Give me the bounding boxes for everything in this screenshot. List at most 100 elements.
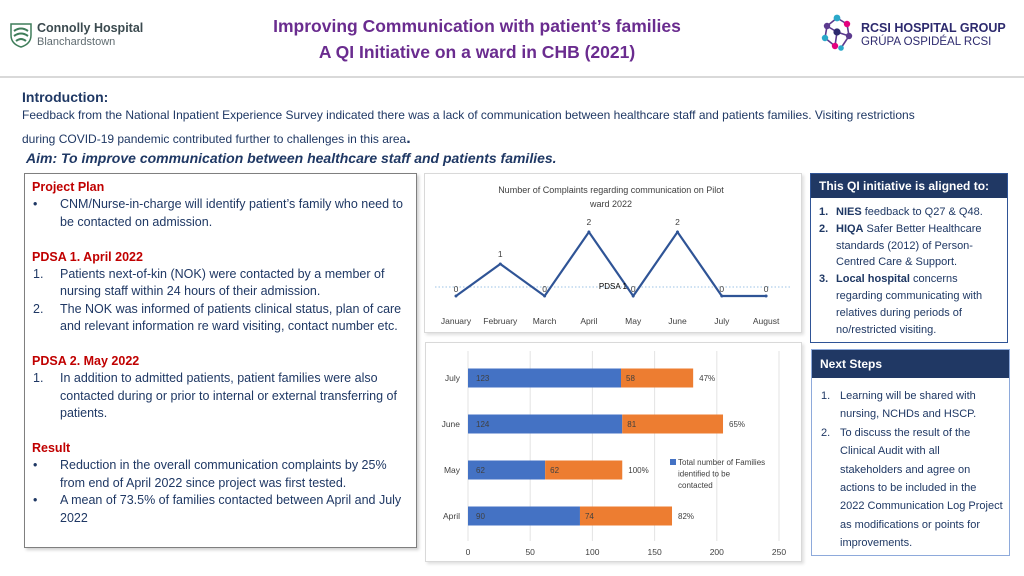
list-item-text: In addition to admitted patients, patien… <box>60 371 397 421</box>
alignment-panel: This QI initiative is aligned to: 1. NIE… <box>810 173 1008 343</box>
introduction-text-line2-period: . <box>406 130 411 147</box>
x-tick-label: 200 <box>710 547 724 557</box>
pdsa2-heading: PDSA 2. May 2022 <box>32 354 140 369</box>
list-item: 2. HIQA Safer Better Healthcare standard… <box>819 221 1001 271</box>
list-item: 1. Patients next-of-kin (NOK) were conta… <box>32 266 408 301</box>
list-item-bold: NIES <box>836 206 862 218</box>
line-point <box>764 294 768 298</box>
pdsa-annotation: PDSA 1 <box>599 282 628 291</box>
rcsi-molecule-icon <box>821 14 853 51</box>
x-tick-label: August <box>753 316 780 326</box>
legend-entry-line: Total number of Families <box>678 458 765 467</box>
line-point <box>587 230 591 234</box>
project-plan-heading: Project Plan <box>32 180 105 194</box>
bar-families-contacted <box>579 506 673 526</box>
line-data-label: 0 <box>764 284 769 294</box>
list-item-text: concerns regarding communicating with re… <box>836 273 983 336</box>
x-tick-label: May <box>625 316 642 326</box>
list-bullet: • <box>33 458 38 473</box>
percent-label: 82% <box>678 512 694 521</box>
x-tick-label: 100 <box>585 547 599 557</box>
bar-value-label: 58 <box>626 374 635 383</box>
line-point <box>543 294 547 298</box>
line-data-label: 2 <box>675 217 680 227</box>
page-title-line1: Improving Communication with patient’s f… <box>273 16 681 36</box>
line-point <box>676 230 679 234</box>
bar-value-label: 90 <box>476 512 485 521</box>
line-chart-title-line1: Number of Complaints regarding communica… <box>498 185 724 195</box>
bar-families-contacted <box>545 460 623 480</box>
line-point <box>720 294 724 298</box>
x-tick-label: July <box>714 316 730 326</box>
list-item: 1. Learning will be shared with nursing,… <box>821 387 1003 424</box>
list-item: 1. NIES feedback to Q27 & Q48. <box>819 204 1001 221</box>
bar-total-families <box>468 414 623 434</box>
families-contacted-bar-chart: 0 50 100 150 200 250 July 123 58 47% June 124 81 65% M… <box>425 342 802 562</box>
rcsi-group-logo: RCSI HOSPITAL GROUP GRÚPA OSPIDÉAL RCSI <box>817 12 1017 56</box>
percent-label: 47% <box>699 374 715 383</box>
group-name: RCSI HOSPITAL GROUP <box>861 21 1006 35</box>
x-tick-label: April <box>580 316 597 326</box>
bar-value-label: 81 <box>627 420 636 429</box>
y-category-label: June <box>442 419 461 429</box>
introduction-text-line1: Feedback from the National Inpatient Exp… <box>22 108 915 122</box>
y-category-label: July <box>445 373 461 383</box>
aim-statement: Aim: To improve communication between he… <box>26 150 557 166</box>
list-item-text: feedback to Q27 & Q48. <box>861 206 983 218</box>
legend-swatch <box>670 459 676 465</box>
list-item: • A mean of 73.5% of families contacted … <box>32 492 408 527</box>
x-tick-label: 50 <box>525 547 535 557</box>
list-number: 1. <box>819 206 829 218</box>
list-item: • CNM/Nurse-in-charge will identify pati… <box>32 196 408 231</box>
list-bullet: • <box>33 493 38 508</box>
y-category-label: May <box>444 465 461 475</box>
list-item-text: A mean of 73.5% of families contacted be… <box>60 493 402 525</box>
bar-value-label: 62 <box>476 466 485 475</box>
line-data-label: 1 <box>498 249 503 259</box>
list-item: 2. The NOK was informed of patients clin… <box>32 301 408 336</box>
x-tick-label: March <box>533 316 557 326</box>
bar-value-label: 123 <box>476 374 490 383</box>
header-divider <box>0 76 1024 78</box>
x-tick-label: June <box>668 316 687 326</box>
bar-total-families <box>468 460 546 480</box>
bar-chart-canvas: 0 50 100 150 200 250 July 123 58 47% June 124 81 65% M… <box>442 351 786 557</box>
list-item-bold: HIQA <box>836 222 864 235</box>
x-tick-label: 0 <box>466 547 471 557</box>
list-number: 2. <box>33 301 44 316</box>
list-item-text: Learning will be shared with nursing, NC… <box>840 390 977 421</box>
bar-total-families <box>468 506 580 526</box>
project-plan-panel: Project Plan • CNM/Nurse-in-charge will … <box>24 173 417 548</box>
line-data-label: 2 <box>587 217 592 227</box>
list-item-text: Patients next-of-kin (NOK) were contacte… <box>60 267 385 299</box>
list-number: 3. <box>819 273 829 286</box>
next-steps-panel: Next Steps 1. Learning will be shared wi… <box>811 349 1010 556</box>
percent-label: 100% <box>628 466 648 475</box>
introduction-text-line2: during COVID-19 pandemic contributed fur… <box>22 130 411 148</box>
legend-entry-line: identified to be <box>678 470 731 479</box>
hospital-location: Blanchardstown <box>37 36 116 48</box>
bar-value-label: 74 <box>585 512 594 521</box>
x-tick-label: 250 <box>772 547 786 557</box>
list-bullet: • <box>33 197 38 212</box>
list-number: 2. <box>819 222 829 235</box>
bar-total-families <box>468 368 622 388</box>
list-item-text: The NOK was informed of patients clinica… <box>60 301 402 334</box>
hospital-logo: Connolly Hospital Blanchardstown <box>10 18 150 52</box>
list-item-bold: Local hospital <box>836 273 910 286</box>
x-tick-label: 150 <box>648 547 662 557</box>
hospital-shield-icon <box>10 23 32 48</box>
line-point <box>631 294 635 298</box>
hospital-name: Connolly Hospital <box>37 21 144 35</box>
list-item-text: Safer Better Healthcare standards (2012)… <box>836 222 982 269</box>
line-series <box>455 230 767 298</box>
line-chart-canvas: Number of Complaints regarding communica… <box>435 185 791 326</box>
y-category-label: April <box>443 511 460 521</box>
page-title-line2: A QI Initiative on a ward in CHB (2021) <box>318 42 636 62</box>
list-number: 1. <box>33 267 44 282</box>
complaints-line-chart: Number of Complaints regarding communica… <box>424 173 802 333</box>
bar-value-label: 124 <box>476 420 490 429</box>
list-item: 2. To discuss the result of the Clinical… <box>821 424 1003 553</box>
result-heading: Result <box>32 441 71 456</box>
list-item-text: Reduction in the overall communication c… <box>60 458 387 490</box>
